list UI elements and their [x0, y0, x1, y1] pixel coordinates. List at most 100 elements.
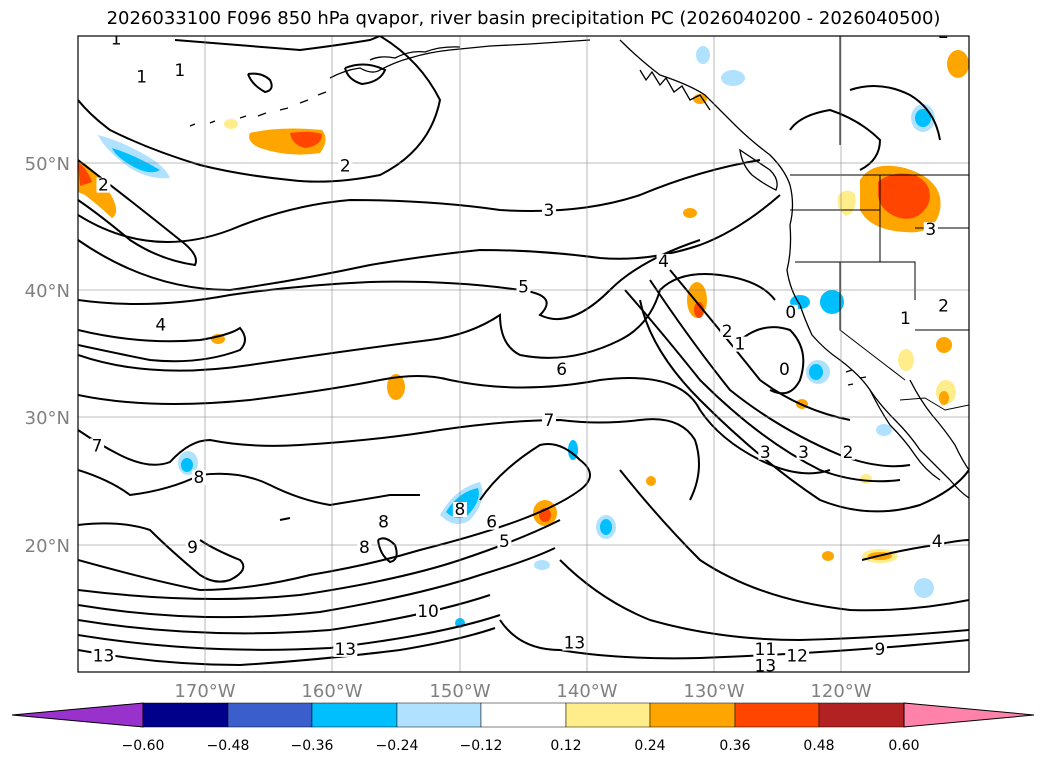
- contour-label: 3: [760, 443, 771, 463]
- contour-label-background: [720, 323, 735, 339]
- contour-label: 2: [938, 23, 949, 43]
- contour-label: 5: [518, 277, 529, 297]
- colorbar-tick-label: 0.60: [888, 738, 919, 754]
- contour-label-background: [90, 438, 105, 454]
- precip-positive-patch: [939, 391, 949, 405]
- contour-label: 3: [798, 443, 809, 463]
- precip-positive-patch: [683, 208, 697, 218]
- contour-line: [78, 375, 831, 475]
- contour-label-background: [185, 540, 200, 556]
- contour-label-background: [109, 36, 124, 47]
- contour-line: [78, 418, 700, 501]
- contour-label-background: [732, 336, 747, 352]
- contour-line: [559, 559, 969, 642]
- contour-label: 4: [658, 252, 669, 272]
- contour-label: 1: [734, 335, 745, 355]
- contour-line: [734, 326, 805, 395]
- latitude-axis-labels: 50°N 40°N 30°N 20°N: [25, 154, 70, 557]
- contour-line: [78, 594, 491, 635]
- contour-label: 2: [722, 322, 733, 342]
- contour-label-background: [484, 514, 499, 530]
- contour-line: [78, 547, 556, 619]
- contour-line: [78, 469, 420, 507]
- contour-label-background: [554, 362, 569, 378]
- contour-label-background: [357, 540, 372, 556]
- vancouver-island: [739, 148, 778, 191]
- colorbar-segment: [734, 702, 820, 728]
- contour-line: [78, 614, 501, 651]
- colorbar-tick-label: 0.36: [719, 738, 750, 754]
- precip-negative-patch: [534, 560, 550, 570]
- lon-label-160w: 160°W: [301, 681, 362, 702]
- map-title: 2026033100 F096 850 hPa qvapor, river ba…: [106, 8, 941, 29]
- contour-label-background: [153, 317, 168, 333]
- contour-label-background: [783, 304, 798, 320]
- contour-line: [78, 522, 245, 583]
- contour-label: 4: [155, 316, 166, 336]
- precip-negative-patch: [809, 364, 823, 380]
- lon-label-150w: 150°W: [429, 681, 490, 702]
- lat-label-50n: 50°N: [25, 154, 70, 175]
- colorbar-segment: [818, 702, 905, 728]
- contour-line: [344, 63, 387, 86]
- colorbar-tick-label: −0.36: [291, 738, 334, 754]
- colorbar: −0.60 −0.48 −0.36 −0.24 −0.12 0.12 0.24 …: [11, 702, 1035, 754]
- contour-label: 8: [194, 468, 205, 488]
- contour-line: [639, 299, 969, 513]
- contour-line: [624, 289, 901, 483]
- map-frame: [77, 35, 970, 673]
- contour-label: 13: [564, 634, 586, 654]
- contour-label: 13: [755, 656, 777, 676]
- contour-label-background: [541, 203, 556, 219]
- contour-label: 1: [136, 68, 147, 88]
- precip-negative-patch: [696, 46, 710, 64]
- contour-label-background: [516, 279, 531, 295]
- contour-label-background: [930, 533, 945, 549]
- contour-label-background: [758, 444, 773, 460]
- precip-negative-patch: [876, 424, 892, 436]
- contour-label: 1: [111, 29, 122, 49]
- precip-positive-patch: [387, 374, 405, 400]
- contour-label: 2: [843, 443, 854, 463]
- colorbar-tick-label: 0.24: [634, 738, 665, 754]
- contour-line: [669, 269, 851, 421]
- contour-label: 9: [874, 640, 885, 660]
- contour-label-background: [96, 177, 111, 193]
- contour-label-background: [841, 444, 856, 460]
- baja-peninsula: [869, 389, 941, 481]
- precip-positive-patch: [694, 302, 704, 318]
- contour-label: 8: [359, 538, 370, 558]
- contour-label-background: [796, 444, 811, 460]
- precip-positive-patch: [947, 50, 969, 78]
- contour-line: [247, 72, 273, 94]
- contour-line: [78, 159, 761, 243]
- contour-label-background: [91, 648, 116, 664]
- contour-label: 1: [174, 61, 185, 81]
- contour-line: [279, 517, 291, 521]
- contour-label: 12: [786, 646, 808, 666]
- contour-label: 0: [779, 360, 790, 380]
- contour-label: 5: [499, 532, 510, 552]
- precip-positive-patch: [860, 474, 872, 484]
- contour-label: 2: [340, 157, 351, 177]
- contour-label: 9: [187, 538, 198, 558]
- contour-label-background: [497, 533, 512, 549]
- contour-label-background: [541, 412, 556, 428]
- lat-label-40n: 40°N: [25, 281, 70, 302]
- contour-label: 4: [932, 532, 943, 552]
- colorbar-tick-label: −0.60: [122, 738, 165, 754]
- contour-label-background: [562, 635, 587, 651]
- contour-line: [619, 469, 969, 612]
- colorbar-segment: [649, 702, 736, 728]
- contour-label-background: [376, 514, 391, 530]
- contour-label: 2: [938, 296, 949, 316]
- lon-label-170w: 170°W: [174, 681, 235, 702]
- colorbar-extend-low: [11, 702, 144, 728]
- contour-label-background: [338, 158, 353, 174]
- precip-negative-patch: [721, 70, 745, 86]
- contour-label: 7: [92, 436, 103, 456]
- contour-label-background: [191, 470, 206, 486]
- lon-label-140w: 140°W: [556, 681, 617, 702]
- contour-label: 13: [93, 646, 115, 666]
- contour-label: 7: [544, 411, 555, 431]
